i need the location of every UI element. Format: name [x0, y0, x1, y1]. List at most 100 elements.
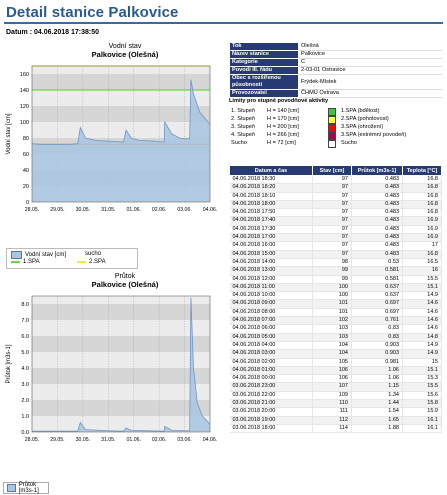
table-row: 04.06.2018 09:00 101 0.697 14.6: [229, 299, 442, 309]
cell-discharge: 0.483: [351, 208, 403, 218]
cell-temperature: 15.5: [402, 275, 442, 284]
cell-datetime: 04.06.2018 14:00: [229, 258, 313, 268]
cell-temperature: 16.9: [402, 216, 442, 226]
chart1-xtick-label: 31.05.: [101, 207, 115, 213]
cell-stage: 101: [312, 308, 352, 318]
limit-label: 3.SPA (extrémní povodeň): [341, 132, 407, 138]
legend-spa1-label: 1.SPA: [23, 259, 40, 265]
chart2-grid-band: [32, 304, 210, 320]
cell-discharge: 0.83: [351, 333, 403, 342]
cell-datetime: 04.06.2018 04:00: [229, 341, 313, 351]
limit-height: H = 72 [cm]: [267, 140, 296, 146]
title-divider: [4, 22, 443, 24]
cell-stage: 97: [312, 200, 352, 210]
cell-temperature: 15.1: [402, 366, 442, 376]
col-datetime[interactable]: Datum a čas: [229, 165, 313, 176]
cell-datetime: 03.06.2018 22:00: [229, 391, 313, 401]
cell-temperature: 14.9: [402, 349, 442, 359]
chart1-series-area: [32, 79, 210, 202]
legend-spa2: 2.SPA: [77, 259, 106, 265]
cell-stage: 97: [312, 183, 352, 193]
limit-stage: Sucho: [231, 140, 247, 146]
cell-temperature: 14.6: [402, 308, 442, 318]
cell-discharge: 0.981: [351, 358, 403, 367]
cell-stage: 105: [312, 358, 352, 367]
cell-stage: 97: [312, 241, 352, 251]
cell-datetime: 04.06.2018 08:00: [229, 308, 313, 318]
chart2-legend: Průtok [m3s-1]: [3, 482, 49, 494]
cell-discharge: 0.53: [351, 258, 403, 268]
legend-spa2-label: 2.SPA: [89, 259, 106, 265]
chart2-ytick-label: 2.0: [21, 398, 29, 404]
cell-discharge: 0.697: [351, 299, 403, 309]
cell-datetime: 04.06.2018 13:00: [229, 266, 313, 276]
chart1-xtick-label: 28.05.: [25, 207, 39, 213]
chart2-xtick-label: 04.06.: [203, 437, 217, 443]
date-label: Datum : 04.06.2018 17:38:50: [6, 29, 99, 36]
info-row: Název stanice Palkovice: [229, 50, 442, 59]
cell-stage: 112: [312, 416, 352, 425]
chart1-xtick-label: 03.06.: [177, 207, 191, 213]
cell-datetime: 04.06.2018 09:00: [229, 299, 313, 309]
cell-datetime: 04.06.2018 06:00: [229, 324, 313, 334]
chart1-ytick-label: 40: [23, 168, 29, 174]
chart1-xtick-label: 29.05.: [50, 207, 64, 213]
cell-temperature: 16.1: [402, 416, 442, 425]
cell-discharge: 1.88: [351, 424, 403, 434]
limit-color-swatch: [328, 108, 336, 116]
table-row: 04.06.2018 00:00 106 1.06 15.3: [229, 374, 442, 384]
cell-stage: 97: [312, 192, 352, 201]
info-key: Obec s rozšířenou působností: [229, 74, 299, 90]
info-value: 2-03-01 Ostravice: [298, 66, 442, 75]
limit-row: Sucho H = 72 [cm] Sucho: [229, 139, 442, 148]
cell-stage: 98: [312, 258, 352, 268]
limit-height: H = 170 [cm]: [267, 116, 299, 122]
chart1-ytick-label: 20: [23, 184, 29, 190]
col-stage[interactable]: Stav [cm]: [312, 165, 352, 176]
cell-stage: 101: [312, 299, 352, 309]
cell-temperature: 14.6: [402, 324, 442, 334]
info-row: Kategorie C: [229, 58, 442, 67]
limit-row: 2. Stupeň H = 170 [cm] 2.SPA (pohotovost): [229, 115, 442, 124]
col-temperature[interactable]: Teplota [°C]: [402, 165, 442, 176]
cell-discharge: 0.483: [351, 225, 403, 235]
table-row: 04.06.2018 18:30 97 0.483 16.8: [229, 175, 442, 185]
chart2-series-area: [32, 297, 210, 432]
chart2-grid-band: [32, 400, 210, 416]
cell-stage: 100: [312, 283, 352, 293]
cell-datetime: 04.06.2018 18:30: [229, 175, 313, 185]
chart1-title: Vodní stav: [108, 43, 142, 50]
table-row: 04.06.2018 18:20 97 0.483 16.8: [229, 183, 442, 193]
cell-discharge: 0.483: [351, 216, 403, 226]
col-discharge[interactable]: Průtok [m3s-1]: [351, 165, 403, 176]
chart2-ytick-label: 4.0: [21, 366, 29, 372]
chart1-xtick-label: 30.05.: [76, 207, 90, 213]
limit-height: H = 140 [cm]: [267, 108, 299, 114]
cell-stage: 99: [312, 266, 352, 276]
info-row: Obec s rozšířenou působností Frýdek-Míste…: [229, 74, 442, 90]
cell-discharge: 0.483: [351, 175, 403, 185]
discharge-swatch: [7, 484, 16, 492]
cell-datetime: 03.06.2018 20:00: [229, 407, 313, 417]
cell-datetime: 04.06.2018 03:00: [229, 349, 313, 359]
cell-temperature: 16.8: [402, 200, 442, 210]
limit-row: 4. Stupeň H = 266 [cm] 3.SPA (extrémní pov…: [229, 131, 442, 140]
cell-datetime: 03.06.2018 23:00: [229, 382, 313, 392]
cell-datetime: 03.06.2018 19:00: [229, 416, 313, 425]
chart1-ytick-label: 140: [20, 88, 29, 94]
cell-discharge: 1.44: [351, 399, 403, 409]
cell-datetime: 04.06.2018 17:50: [229, 208, 313, 218]
legend-sucho-label: sucho: [85, 251, 102, 257]
chart2-ytick-label: 8.0: [21, 302, 29, 308]
chart1-ytick-label: 120: [20, 104, 29, 110]
chart2-ytick-label: 5.0: [21, 350, 29, 356]
chart2-ytick-label: 6.0: [21, 334, 29, 340]
cell-temperature: 15.5: [402, 382, 442, 392]
station-info-table: Tok Olešná Název stanice Palkovice Kategorie…: [229, 42, 442, 98]
cell-temperature: 14.6: [402, 316, 442, 326]
chart1-xtick-label: 01.06.: [126, 207, 140, 213]
cell-stage: 114: [312, 424, 352, 434]
table-row: 04.06.2018 17:40 97 0.483 16.9: [229, 216, 442, 226]
cell-discharge: 0.637: [351, 283, 403, 293]
chart1-ytick-label: 160: [20, 72, 29, 78]
